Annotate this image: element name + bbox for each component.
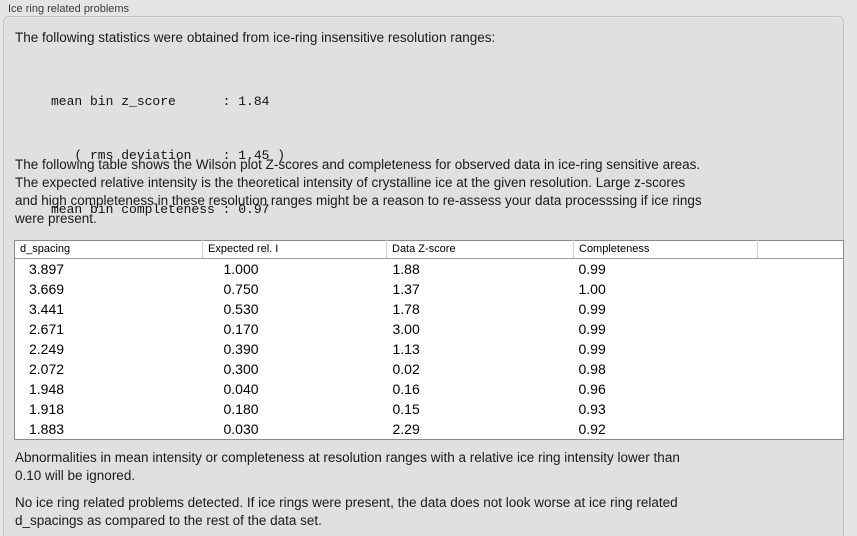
table-row[interactable]: 3.441 0.530 1.78 0.99 — [15, 299, 844, 319]
cell-completeness: 0.98 — [578, 361, 606, 377]
cell-expected-rel-i: 0.040 — [223, 381, 259, 397]
cell-d-spacing: 2.072 — [29, 361, 65, 377]
cell-empty — [758, 279, 844, 299]
cell-empty — [758, 259, 844, 280]
table-row[interactable]: 1.918 0.180 0.15 0.93 — [15, 399, 844, 419]
cell-empty — [758, 319, 844, 339]
cell-d-spacing: 2.671 — [29, 321, 65, 337]
cell-expected-rel-i: 0.750 — [223, 281, 259, 297]
stats-line-mean-completeness: mean bin completeness : 0.97 — [51, 202, 270, 217]
cell-empty — [758, 299, 844, 319]
cell-expected-rel-i: 0.170 — [223, 321, 259, 337]
cell-data-z-score: 0.16 — [392, 381, 420, 397]
cell-expected-rel-i: 1.000 — [223, 261, 259, 277]
column-header-d-spacing[interactable]: d_spacing — [14, 240, 203, 259]
cell-completeness: 0.99 — [578, 261, 606, 277]
column-header-expected-rel-i[interactable]: Expected rel. I — [202, 240, 387, 259]
ignore-note-line: Abnormalities in mean intensity or compl… — [15, 450, 680, 465]
ice-ring-table-container: d_spacing Expected rel. I Data Z-score C… — [14, 240, 844, 440]
cell-data-z-score: 1.37 — [392, 281, 420, 297]
cell-completeness: 0.99 — [578, 341, 606, 357]
column-header-data-z-score[interactable]: Data Z-score — [386, 240, 574, 259]
cell-empty — [758, 399, 844, 419]
cell-expected-rel-i: 0.300 — [223, 361, 259, 377]
conclusion-line: d_spacings as compared to the rest of th… — [15, 513, 322, 528]
cell-empty — [758, 359, 844, 379]
cell-data-z-score: 1.13 — [392, 341, 420, 357]
cell-data-z-score: 3.00 — [392, 321, 420, 337]
cell-data-z-score: 0.02 — [392, 361, 420, 377]
cell-d-spacing: 2.249 — [29, 341, 65, 357]
cell-empty — [758, 379, 844, 399]
table-row[interactable]: 3.897 1.000 1.88 0.99 — [15, 259, 844, 280]
stats-line-rms-z-score: ( rms deviation : 1.45 ) — [51, 148, 286, 163]
panel-title: Ice ring related problems — [8, 3, 130, 15]
cell-data-z-score: 1.78 — [392, 301, 420, 317]
cell-d-spacing: 3.669 — [29, 281, 65, 297]
cell-data-z-score: 1.88 — [392, 261, 420, 277]
cell-d-spacing: 3.441 — [29, 301, 65, 317]
description-line: and high completeness in these resolutio… — [15, 193, 702, 208]
table-body: 3.897 1.000 1.88 0.99 3.669 0.750 1.37 1… — [15, 259, 844, 440]
cell-completeness: 1.00 — [578, 281, 606, 297]
cell-d-spacing: 3.897 — [29, 261, 65, 277]
conclusion-text: No ice ring related problems detected. I… — [15, 494, 678, 530]
cell-expected-rel-i: 0.390 — [223, 341, 259, 357]
column-header-empty[interactable] — [757, 240, 844, 259]
cell-d-spacing: 1.948 — [29, 381, 65, 397]
cell-completeness: 0.93 — [578, 401, 606, 417]
ignore-note: Abnormalities in mean intensity or compl… — [15, 449, 680, 485]
description-line: The following table shows the Wilson plo… — [15, 157, 701, 172]
cell-expected-rel-i: 0.180 — [223, 401, 259, 417]
table-header-row: d_spacing Expected rel. I Data Z-score C… — [14, 240, 844, 259]
table-row[interactable]: 3.669 0.750 1.37 1.00 — [15, 279, 844, 299]
ice-ring-table[interactable]: d_spacing Expected rel. I Data Z-score C… — [14, 240, 844, 440]
table-row[interactable]: 2.249 0.390 1.13 0.99 — [15, 339, 844, 359]
conclusion-line: No ice ring related problems detected. I… — [15, 495, 678, 510]
cell-data-z-score: 0.15 — [392, 401, 420, 417]
cell-expected-rel-i: 0.030 — [223, 421, 259, 437]
column-header-completeness[interactable]: Completeness — [573, 240, 758, 259]
cell-d-spacing: 1.883 — [29, 421, 65, 437]
cell-completeness: 0.99 — [578, 301, 606, 317]
ice-ring-panel: The following statistics were obtained f… — [3, 16, 844, 536]
cell-completeness: 0.99 — [578, 321, 606, 337]
table-row[interactable]: 1.948 0.040 0.16 0.96 — [15, 379, 844, 399]
cell-d-spacing: 1.918 — [29, 401, 65, 417]
stats-line-mean-z-score: mean bin z_score : 1.84 — [51, 94, 270, 109]
description-line: The expected relative intensity is the t… — [15, 175, 686, 190]
intro-text: The following statistics were obtained f… — [15, 30, 496, 45]
cell-completeness: 0.96 — [578, 381, 606, 397]
cell-empty — [758, 339, 844, 359]
cell-empty — [758, 419, 844, 440]
ignore-note-line: 0.10 will be ignored. — [15, 468, 136, 483]
table-row[interactable]: 2.671 0.170 3.00 0.99 — [15, 319, 844, 339]
cell-completeness: 0.92 — [578, 421, 606, 437]
cell-expected-rel-i: 0.530 — [223, 301, 259, 317]
table-description: The following table shows the Wilson plo… — [15, 156, 702, 228]
table-row[interactable]: 2.072 0.300 0.02 0.98 — [15, 359, 844, 379]
description-line: were present. — [15, 211, 97, 226]
cell-data-z-score: 2.29 — [392, 421, 420, 437]
table-row[interactable]: 1.883 0.030 2.29 0.92 — [15, 419, 844, 440]
